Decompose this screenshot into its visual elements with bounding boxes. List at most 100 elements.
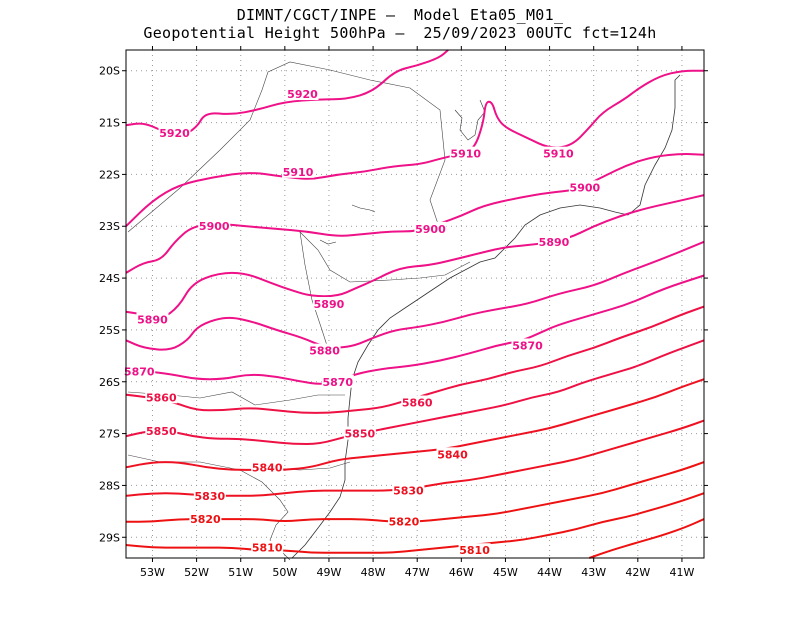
contour-label-5830: 5830 bbox=[195, 490, 226, 503]
contour-label-5860: 5860 bbox=[146, 391, 177, 404]
contour-label-bg bbox=[542, 146, 575, 160]
contour-label-bg bbox=[449, 146, 482, 160]
contour-label-5910: 5910 bbox=[543, 148, 574, 161]
contour-label-5900: 5900 bbox=[199, 220, 230, 233]
contour-label-bg bbox=[251, 540, 284, 554]
contour-label-bg bbox=[321, 374, 354, 388]
contour-label-5860: 5860 bbox=[402, 396, 433, 409]
contour-label-5850: 5850 bbox=[146, 425, 177, 438]
y-tick-label: 23S bbox=[99, 220, 120, 233]
contour-label-5900: 5900 bbox=[570, 181, 601, 194]
contour-label-bg bbox=[158, 125, 191, 139]
y-tick-label: 20S bbox=[99, 65, 120, 78]
country-border bbox=[299, 231, 331, 356]
contour-5890 bbox=[125, 194, 705, 319]
contour-label-5870: 5870 bbox=[512, 339, 543, 352]
x-tick-label: 48W bbox=[361, 566, 386, 579]
contour-5910 bbox=[125, 69, 704, 227]
x-tick-label: 41W bbox=[670, 566, 695, 579]
contour-label-bg bbox=[282, 164, 315, 178]
contour-label-bg bbox=[198, 219, 231, 233]
x-tick-label: 51W bbox=[228, 566, 253, 579]
contour-label-bg bbox=[414, 221, 447, 235]
contour-label-bg bbox=[145, 424, 178, 437]
contour-label-bg bbox=[392, 483, 425, 497]
contour-5850 bbox=[125, 339, 705, 446]
y-tick-label: 21S bbox=[99, 117, 120, 130]
x-tick-label: 53W bbox=[140, 566, 165, 579]
contour-label-bg bbox=[136, 312, 169, 326]
x-tick-label: 47W bbox=[405, 566, 430, 579]
contour-label-5900: 5900 bbox=[415, 223, 446, 236]
contour-label-5870: 5870 bbox=[322, 376, 353, 389]
contour-label-bg bbox=[189, 512, 222, 526]
contour-5880 bbox=[125, 240, 705, 351]
contour-5800 bbox=[588, 518, 705, 559]
y-tick-label: 24S bbox=[99, 272, 120, 285]
contour-label-bg bbox=[251, 460, 284, 474]
y-tick-label: 26S bbox=[99, 376, 120, 389]
contour-label-bg bbox=[511, 338, 544, 352]
contour-5810 bbox=[125, 492, 705, 554]
map-title-line-2: Geopotential Height 500hPa – 25/09/2023 … bbox=[143, 24, 657, 42]
y-tick-label: 29S bbox=[99, 531, 120, 544]
contour-label-bg bbox=[145, 390, 178, 404]
contour-label-5890: 5890 bbox=[314, 298, 345, 311]
contour-label-bg bbox=[286, 87, 319, 101]
contour-5870 bbox=[125, 274, 705, 385]
y-tick-label: 28S bbox=[99, 479, 120, 492]
y-tick-label: 22S bbox=[99, 168, 120, 181]
contour-label-5920: 5920 bbox=[159, 127, 190, 140]
contour-label-bg bbox=[387, 514, 420, 528]
contour-label-5810: 5810 bbox=[459, 544, 490, 557]
state-border bbox=[127, 61, 446, 233]
contour-label-bg bbox=[458, 543, 491, 557]
contour-5900 bbox=[125, 153, 705, 274]
contour-label-5850: 5850 bbox=[345, 428, 376, 441]
map-title-line-1: DIMNT/CGCT/INPE – Model Eta05_M01_ bbox=[236, 6, 564, 24]
axis-ticks: 53W 52W 51W 50W 49W 48W 47W 46W 45W 44W 43W 42W 41W 2… bbox=[99, 46, 708, 579]
y-tick-label: 27S bbox=[99, 428, 120, 441]
country-border bbox=[239, 469, 291, 561]
contour-label-bg bbox=[568, 180, 601, 194]
contour-label-bg bbox=[436, 447, 469, 461]
coastline bbox=[291, 74, 681, 559]
x-tick-label: 44W bbox=[537, 566, 562, 579]
x-tick-label: 49W bbox=[317, 566, 342, 579]
contour-label-5840: 5840 bbox=[252, 461, 283, 474]
x-tick-label: 46W bbox=[449, 566, 474, 579]
x-tick-label: 42W bbox=[625, 566, 650, 579]
contour-label-5830: 5830 bbox=[393, 485, 424, 498]
x-tick-label: 50W bbox=[272, 566, 297, 579]
contour-label-5820: 5820 bbox=[190, 513, 221, 526]
contour-label-5910: 5910 bbox=[450, 148, 481, 161]
contour-label-5810: 5810 bbox=[252, 542, 283, 555]
contour-label-bg bbox=[193, 488, 226, 502]
contour-label-bg bbox=[123, 364, 156, 378]
plot-frame bbox=[125, 49, 705, 559]
contour-label-5890: 5890 bbox=[539, 236, 570, 249]
x-tick-label: 52W bbox=[184, 566, 209, 579]
contour-5860 bbox=[125, 305, 705, 414]
contour-label-bg bbox=[308, 343, 341, 357]
contour-label-5880: 5880 bbox=[309, 345, 340, 358]
contour-label-5890: 5890 bbox=[137, 314, 168, 327]
contour-5840 bbox=[125, 378, 705, 471]
height-contours bbox=[125, 49, 705, 559]
contour-label-bg bbox=[537, 234, 570, 248]
contour-label-5870: 5870 bbox=[124, 365, 155, 378]
contour-label-bg bbox=[343, 426, 376, 440]
contour-label-5920: 5920 bbox=[287, 88, 318, 101]
contour-label-5840: 5840 bbox=[437, 448, 468, 461]
x-tick-label: 45W bbox=[493, 566, 518, 579]
contour-label-bg bbox=[312, 297, 345, 310]
coastline-and-borders bbox=[127, 61, 681, 561]
contour-label-5820: 5820 bbox=[389, 516, 420, 529]
contour-label-5910: 5910 bbox=[283, 166, 314, 179]
x-tick-label: 43W bbox=[581, 566, 606, 579]
lake bbox=[319, 204, 376, 245]
contour-labels: 5920 5920 5910 5910 5910 5900 5900 5900 5890 5890… bbox=[123, 87, 601, 557]
y-tick-label: 25S bbox=[99, 324, 120, 337]
contour-label-bg bbox=[401, 395, 434, 409]
